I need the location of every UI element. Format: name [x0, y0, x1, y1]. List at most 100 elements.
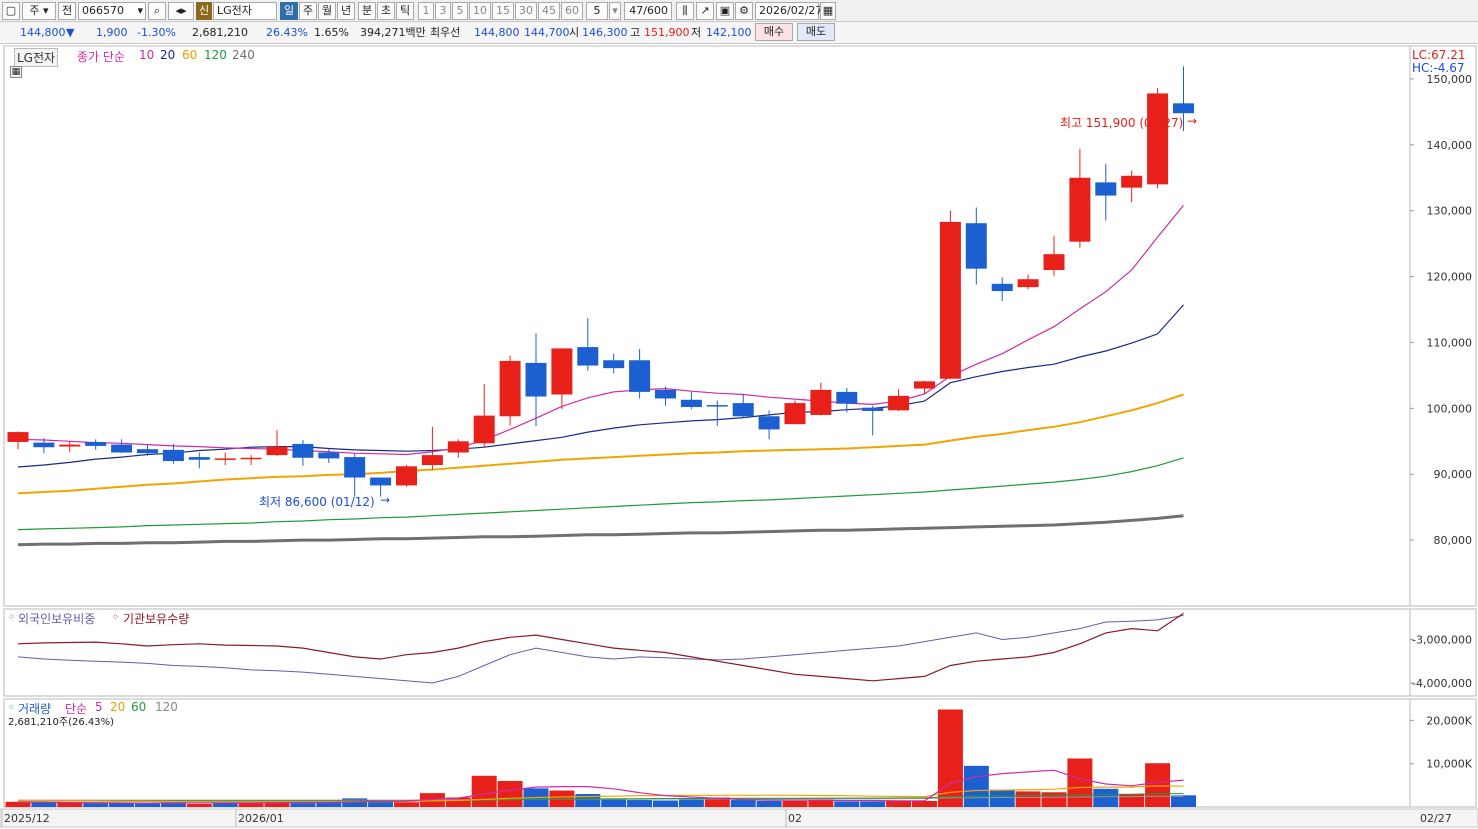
- interval-3[interactable]: 3: [435, 2, 451, 20]
- search-icon[interactable]: ⌕: [148, 2, 166, 20]
- candle-body: [396, 466, 417, 486]
- volume-bar: [886, 800, 912, 807]
- tab-tick[interactable]: 틱: [396, 2, 414, 20]
- chart-frame: [0, 45, 1478, 828]
- volume-bar: [316, 802, 342, 807]
- ma240-line: [17, 514, 1184, 547]
- axes: 150,000 140,000 130,000 120,000 110,000 100,0…: [1, 73, 1473, 827]
- toolbar: ▢ 주 ▾ 전 066570 ▾ ⌕ ◂▸ 신 LG전자 일 주 월 년 분 초 …: [0, 0, 1478, 22]
- interval-45[interactable]: 45: [538, 2, 560, 20]
- volume-bar: [730, 800, 756, 807]
- volume-bar: [601, 798, 627, 807]
- ma10-line: [17, 205, 1184, 456]
- volume-bar: [1067, 758, 1093, 807]
- tab-day[interactable]: 일: [280, 2, 298, 20]
- volume-sub-label: 2,681,210주(26.43%): [8, 717, 115, 728]
- window-icon[interactable]: ▢: [2, 2, 20, 20]
- sound-icon[interactable]: ◂▸: [168, 2, 194, 20]
- candle-body: [965, 223, 987, 269]
- volume-bar: [756, 800, 782, 807]
- volume-bar: [186, 803, 212, 807]
- candle-body: [1095, 182, 1117, 196]
- volume-bar: [678, 799, 704, 807]
- best-bid: 144,700: [524, 26, 570, 39]
- candle-body: [344, 457, 366, 478]
- institution-legend: 기관보유수량: [123, 612, 190, 626]
- prefix-label[interactable]: 전: [58, 2, 76, 20]
- candle-body: [111, 444, 133, 453]
- volume-bar: [1171, 795, 1196, 807]
- volume-legend-5: 5: [95, 700, 103, 714]
- volume-bar: [1145, 763, 1171, 807]
- volume-bar: [445, 797, 471, 807]
- date-input[interactable]: 2026/02/27: [755, 2, 822, 20]
- ma-legend-10: 10: [139, 48, 155, 62]
- y-axis-panel-3: [1409, 698, 1477, 808]
- volume-legend-60: 60: [131, 700, 147, 714]
- chart-stock-name[interactable]: LG전자: [14, 48, 59, 67]
- foreign-legend: 외국인보유비중: [18, 612, 96, 626]
- candle-body: [577, 347, 599, 366]
- volume-ma20-line: [17, 785, 1184, 803]
- interval-15[interactable]: 15: [492, 2, 514, 20]
- stock-name[interactable]: LG전자: [213, 2, 277, 20]
- candle-body: [939, 221, 961, 379]
- interval-5[interactable]: 5: [452, 2, 468, 20]
- low-value: 142,100: [706, 26, 752, 39]
- chevron-down-icon: ▾: [137, 4, 143, 17]
- ownership-lines: [17, 612, 1184, 684]
- candle-body: [758, 416, 780, 430]
- candle-body: [137, 449, 158, 454]
- tab-minute[interactable]: 분: [358, 2, 376, 20]
- save-icon[interactable]: ▣: [716, 2, 734, 20]
- sell-button[interactable]: 매도: [797, 23, 835, 41]
- ownership-axis-label: -4,000,000: [1412, 677, 1472, 690]
- open-value: 146,300: [582, 26, 628, 39]
- tab-year[interactable]: 년: [337, 2, 355, 20]
- price-info-bar: 144,800 ▼ 1,900 -1.30% 2,681,210 26.43% …: [0, 22, 1478, 44]
- interval-30[interactable]: 30: [515, 2, 537, 20]
- volume-legend-120: 120: [155, 700, 178, 714]
- calendar-icon[interactable]: ▦: [820, 2, 836, 20]
- tab-second[interactable]: 초: [377, 2, 395, 20]
- interval-60[interactable]: 60: [561, 2, 583, 20]
- ma-legend-240: 240: [232, 48, 255, 62]
- candle-body: [59, 444, 81, 447]
- current-price: 144,800: [20, 26, 66, 39]
- volume-legend-label: 단순: [65, 702, 88, 716]
- candle-body: [706, 405, 728, 407]
- low-label: 저: [691, 26, 702, 39]
- volume-bar: [31, 802, 57, 807]
- volume-bar: [912, 800, 937, 807]
- chevron-down-icon[interactable]: ▾: [609, 2, 621, 20]
- low-annotation: 최저 86,600 (01/12): [259, 495, 375, 509]
- volume-bar: [212, 803, 238, 807]
- draw-icon[interactable]: ↗: [696, 2, 714, 20]
- tab-week[interactable]: 주: [299, 2, 317, 20]
- gear-icon[interactable]: ⚙: [735, 2, 753, 20]
- y-axis-panel-2: [1409, 608, 1477, 697]
- interval-select[interactable]: 5: [586, 2, 608, 20]
- candle-body: [473, 415, 495, 444]
- candle-body: [655, 389, 676, 399]
- ma-legend-20: 20: [160, 48, 176, 62]
- price-axis-label: 140,000: [1427, 139, 1473, 152]
- interval-10[interactable]: 10: [469, 2, 491, 20]
- tab-month[interactable]: 월: [318, 2, 336, 20]
- candle-icon[interactable]: ⫼: [676, 2, 694, 20]
- chart-area[interactable]: 150,000 140,000 130,000 120,000 110,000 100,0…: [0, 44, 1478, 829]
- volume-value: 2,681,210: [192, 26, 248, 39]
- candle-body: [810, 389, 832, 415]
- candle-body: [680, 399, 702, 408]
- stock-code-input[interactable]: 066570 ▾: [78, 2, 146, 20]
- ma-legend-60: 60: [182, 48, 198, 62]
- period-select[interactable]: 주 ▾: [22, 2, 56, 20]
- price-axis-label: 130,000: [1427, 205, 1473, 218]
- candle-body: [1017, 279, 1039, 288]
- interval-1[interactable]: 1: [418, 2, 434, 20]
- buy-button[interactable]: 매수: [755, 23, 793, 41]
- count-input[interactable]: 47/600: [624, 2, 672, 20]
- grid-icon[interactable]: ▦: [10, 66, 22, 78]
- candlesticks: [7, 66, 1194, 497]
- open-label: 시: [569, 26, 580, 39]
